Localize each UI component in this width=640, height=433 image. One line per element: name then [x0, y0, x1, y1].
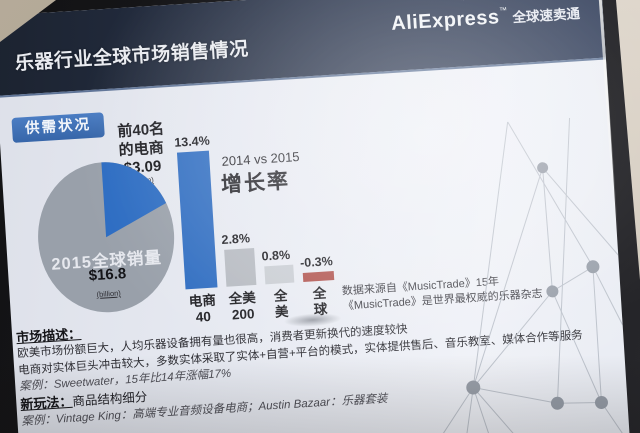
bar-column: -0.3% — [294, 125, 335, 282]
bar-column: 0.8% — [256, 128, 295, 285]
bar — [176, 150, 218, 290]
network-node — [537, 162, 549, 174]
bar-column: 2.8% — [217, 130, 257, 287]
new-play-text: 商品结构细分 — [71, 390, 148, 409]
section-badge: 供需状况 — [11, 112, 105, 143]
network-node — [550, 396, 564, 410]
bar — [224, 248, 257, 287]
new-play-heading: 新玩法： — [19, 393, 73, 412]
bar-value-label: 13.4% — [173, 133, 211, 150]
network-node — [546, 285, 559, 298]
bar-value-label: 2.8% — [221, 231, 251, 248]
bar-value-label: -0.3% — [299, 254, 334, 271]
bar-chart: 13.4% 2.8% 0.8% -0.3% — [173, 125, 335, 290]
bar-column: 13.4% — [173, 133, 218, 290]
network-node — [466, 380, 481, 395]
bar — [264, 264, 295, 285]
network-decoration — [418, 117, 631, 433]
aliexpress-logo: AliExpress™ 全球速卖通 — [391, 1, 581, 36]
logo-trademark: ™ — [498, 5, 508, 16]
logo-chinese: 全球速卖通 — [512, 6, 581, 26]
bar — [302, 271, 335, 282]
network-node — [594, 395, 608, 409]
logo-brand: AliExpress — [390, 6, 501, 35]
slide-title: 乐器行业全球市场销售情况 — [14, 38, 250, 75]
bar-value-label: 0.8% — [261, 247, 291, 264]
pie-slice-top40 — [101, 162, 167, 238]
pie-chart — [38, 162, 175, 313]
slide-header: 演示 乐器行业全球市场销售情况 AliExpress™ 全球速卖通 — [0, 0, 606, 98]
network-node — [586, 260, 600, 274]
cutoff-top-text: 演示 — [459, 0, 482, 4]
